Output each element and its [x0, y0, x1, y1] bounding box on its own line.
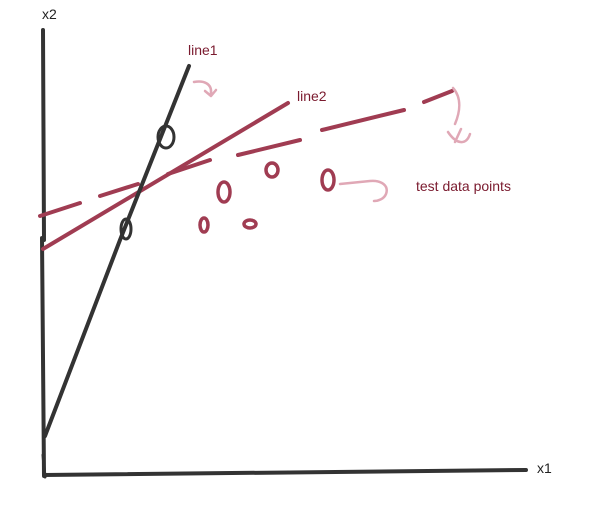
dash-segment [38, 201, 82, 218]
data-point [242, 218, 258, 230]
intersection-marker [119, 217, 133, 241]
curved-arrow-down-icon [446, 86, 472, 144]
line2 [41, 101, 290, 251]
test-data-points [198, 161, 336, 234]
x-axis [42, 468, 528, 477]
curved-arrow-icon [192, 80, 218, 98]
dash-segment [166, 158, 212, 176]
y-axis-label: x2 [42, 6, 57, 22]
data-point [198, 216, 210, 234]
intersection-marker [156, 124, 176, 150]
dash-segment [422, 89, 454, 104]
test-points-label: test data points [416, 178, 511, 194]
dash-segment [236, 138, 302, 157]
curved-arrow-right-icon [338, 179, 388, 203]
x-axis-label: x1 [537, 460, 552, 476]
data-point [216, 180, 232, 204]
dash-segment [98, 182, 140, 198]
data-point [264, 161, 280, 179]
dashed-line [38, 89, 454, 218]
origin-tick [41, 453, 47, 479]
line2-label: line2 [297, 88, 327, 104]
line1 [43, 64, 191, 438]
dash-segment [320, 108, 406, 132]
data-point [320, 168, 336, 192]
y-axis [40, 28, 46, 478]
line1-label: line1 [188, 42, 218, 58]
